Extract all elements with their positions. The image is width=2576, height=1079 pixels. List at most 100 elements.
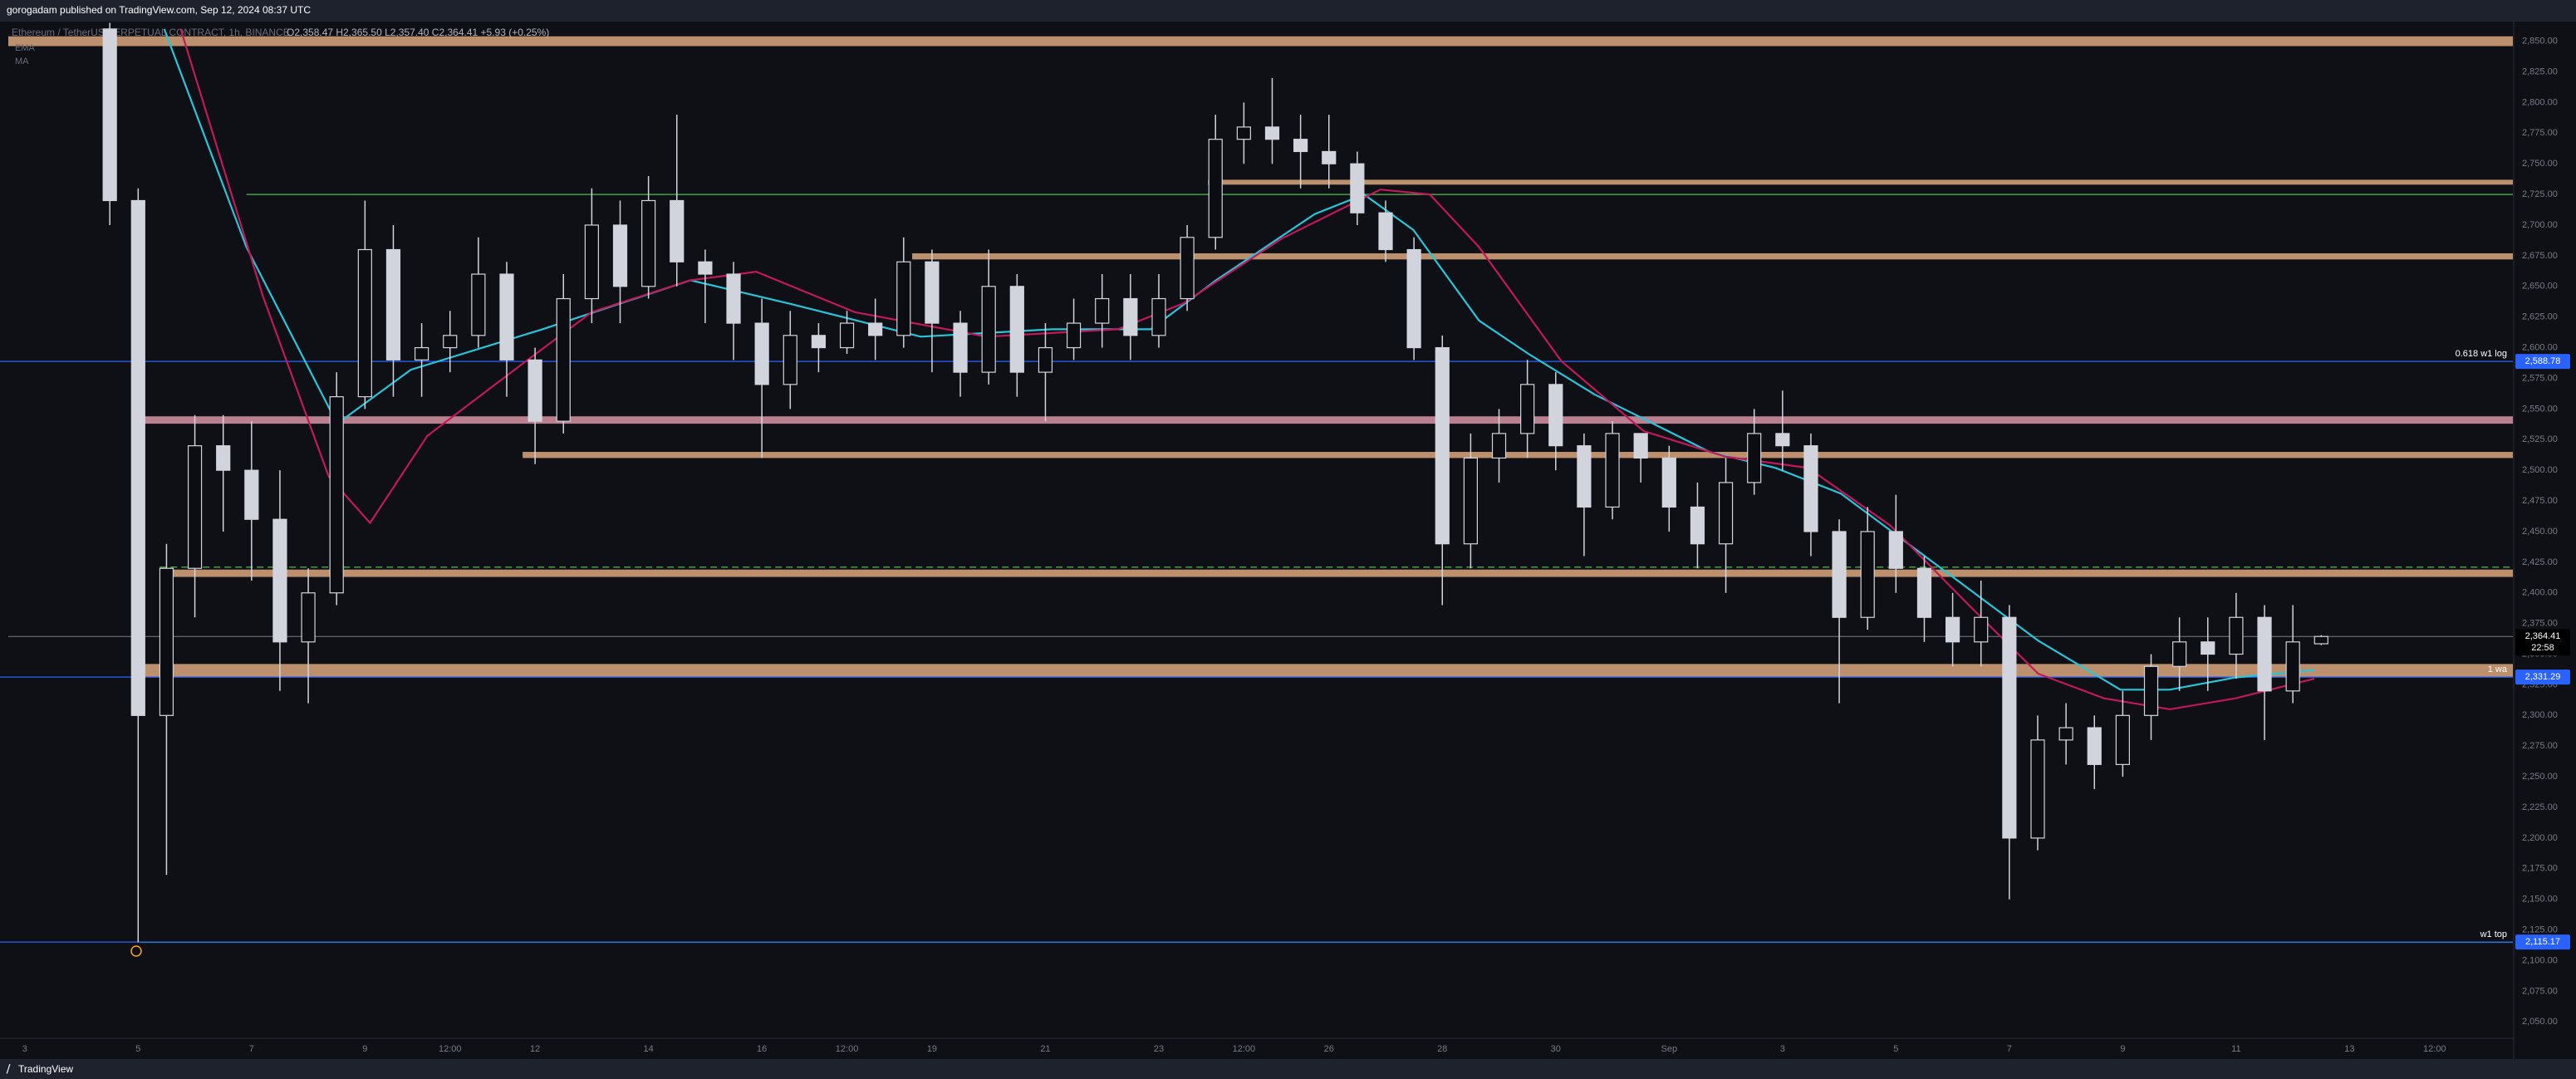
x-tick-label: 9 [2120,1044,2125,1054]
x-tick-label: 12:00 [439,1044,462,1054]
candle-body [415,346,429,360]
x-tick-label: 21 [1040,1044,1050,1054]
candle-body [1180,237,1195,300]
candle-body [2002,616,2017,839]
candle-body [1690,506,1705,545]
candle-body [981,286,996,373]
indicator-legend: MA [15,56,29,66]
candle-body [527,359,542,422]
y-tick-label: 2,500.00 [2522,465,2558,475]
zone [140,664,2514,678]
candle-body [216,445,231,471]
level-name: 1 wa [2488,665,2508,674]
candle-body [641,199,656,287]
publisher: gorogadam published on TradingView.com, … [7,4,311,16]
x-tick-label: 3 [22,1044,27,1054]
candle-body [443,335,458,349]
candle-body [1208,139,1223,238]
candle-body [1463,457,1478,545]
y-tick-label: 2,800.00 [2522,97,2558,107]
y-tick-label: 2,250.00 [2522,772,2558,782]
y-tick-label: 2,675.00 [2522,251,2558,261]
y-tick-label: 2,300.00 [2522,710,2558,720]
x-tick-label: 5 [135,1044,140,1054]
price-box-label: 2,331.29 [2525,672,2561,682]
ohlc-values: O2,358.47 H2,365.50 L2,357.40 C2,364.41 … [287,27,549,38]
x-tick-label: 12:00 [836,1044,859,1054]
candle-body [301,592,316,643]
zone [8,36,2513,47]
candle-body [1378,212,1393,251]
y-tick-label: 2,150.00 [2522,895,2558,905]
candle-body [1888,531,1903,569]
candle-body [670,199,684,262]
y-tick-label: 2,850.00 [2522,37,2558,47]
price-box-label: 2,588.78 [2525,356,2561,366]
y-tick-label: 2,125.00 [2522,925,2558,935]
x-tick-label: 26 [1324,1044,1334,1054]
price-box [2515,669,2570,685]
candle-body [1747,433,1762,483]
candle-body [1009,286,1024,373]
candle-body [2285,641,2300,692]
y-tick-label: 2,225.00 [2522,802,2558,812]
zone [912,253,2513,260]
candle-body [2172,641,2187,667]
x-tick-label: 12 [530,1044,540,1054]
y-tick-label: 2,600.00 [2522,342,2558,352]
candle-body [1945,616,1960,643]
candle-body [1916,567,1932,618]
candle-body [471,273,486,336]
top-bar [0,0,2576,22]
last-price-box [2515,629,2570,656]
y-tick-label: 2,550.00 [2522,404,2558,414]
candle-body [1832,531,1847,618]
candle-body [1264,126,1280,140]
x-tick-label: Sep [1661,1044,1678,1054]
x-tick-label: 16 [757,1044,767,1054]
x-tick-label: 9 [362,1044,367,1054]
candle-body [2115,714,2130,765]
candle-body [329,396,344,594]
brand-logo: ⧸ [6,1063,11,1075]
x-tick-label: 19 [927,1044,937,1054]
bottom-bar [0,1059,2576,1079]
candle-body [1633,433,1648,459]
candle-body [2201,641,2215,655]
y-tick-label: 2,050.00 [2522,1017,2558,1027]
y-tick-label: 2,625.00 [2522,312,2558,322]
candle-body [1577,445,1592,508]
candle-body [1605,433,1620,508]
candle-body [1548,384,1563,447]
candle-body [2257,616,2272,692]
candle-body [1520,384,1535,434]
x-tick-label: 5 [1893,1044,1898,1054]
y-tick-label: 2,725.00 [2522,189,2558,199]
y-tick-label: 2,525.00 [2522,434,2558,444]
candle-body [868,322,883,336]
y-tick-label: 2,650.00 [2522,282,2558,292]
x-tick-label: 13 [2344,1044,2354,1054]
zone [1208,179,2513,185]
candle-body [1350,163,1365,213]
candle-body [1123,297,1138,336]
y-tick-label: 2,775.00 [2522,128,2558,138]
candle-body [244,469,259,520]
candle-body [754,322,769,385]
y-tick-label: 2,450.00 [2522,527,2558,537]
marker [130,945,142,957]
candle-body [499,273,514,360]
indicator-legend: EMA [15,43,36,53]
candle-body [896,261,911,336]
candle-body [187,445,203,569]
candle-body [159,567,174,716]
candle-body [2313,635,2328,645]
y-tick-label: 2,575.00 [2522,373,2558,383]
candle-body [1718,482,1734,545]
x-tick-label: 7 [2007,1044,2012,1054]
level-name: w1 top [2480,929,2507,939]
countdown: 22:58 [2531,643,2554,653]
candle-body [584,224,599,300]
